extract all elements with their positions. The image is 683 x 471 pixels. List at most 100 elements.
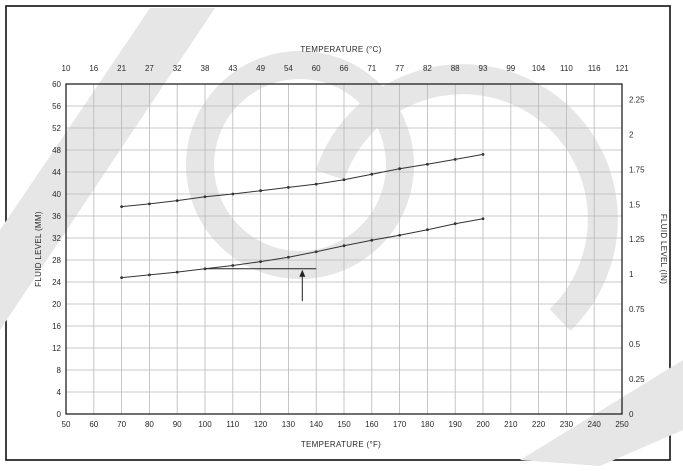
y-tick-label-left: 60 [52,80,61,89]
series-2-point [175,270,179,274]
x-tick-label-bottom: 220 [532,420,546,429]
x-tick-label-bottom: 70 [117,420,126,429]
x-tick-label-top: 66 [340,64,349,73]
x-tick-label-bottom: 160 [365,420,379,429]
y-tick-label-left: 4 [57,388,62,397]
series-2-point [287,255,290,259]
x-tick-label-bottom: 90 [173,420,182,429]
x-tick-label-bottom: 150 [337,420,351,429]
series-layer [120,153,485,279]
y-tick-label-right: 0.25 [629,375,645,384]
x-tick-label-top: 82 [423,64,432,73]
y-tick-label-right: 1 [629,270,634,279]
series-1-point [231,192,235,196]
x-tick-label-top: 116 [588,64,601,73]
y-tick-label-left: 40 [52,190,61,199]
series-line-2 [121,218,484,279]
x-tick-label-top: 77 [395,64,404,73]
x-tick-label-top: 104 [532,64,546,73]
series-1-point [314,182,318,186]
series-1-point [259,189,262,193]
y-tick-label-left: 56 [52,102,61,111]
series-1-point [481,153,485,156]
series-2-point [426,228,429,232]
x-tick-label-bottom: 250 [615,420,629,429]
annotation-arrow-head [299,269,306,277]
x-tick-label-bottom: 180 [421,420,435,429]
x-tick-label-top: 21 [117,64,126,73]
series-2-point [231,264,235,267]
y-tick-label-left: 8 [57,366,62,375]
x-tick-label-top: 49 [256,64,265,73]
plot-area-border [65,83,623,415]
y-tick-label-left: 12 [52,344,61,353]
x-tick-label-bottom: 80 [145,420,154,429]
y-axis-title-left: FLUID LEVEL (MM) [34,211,43,287]
x-tick-label-top: 10 [62,64,71,73]
y-tick-label-left: 16 [52,322,61,331]
series-1-point [175,199,179,203]
series-1-point [120,205,123,209]
x-tick-label-bottom: 200 [476,420,490,429]
x-tick-label-bottom: 190 [449,420,463,429]
y-tick-label-left: 20 [52,300,61,309]
x-tick-label-bottom: 130 [282,420,296,429]
series-1-point [398,167,401,171]
series-2-point [370,238,374,242]
tick-labels: 50 60 70 80 90 100 110 120 130 140 150 160 170 180 190… [52,64,645,429]
x-tick-label-top: 54 [284,64,293,73]
x-axis-title-top: TEMPERATURE (°C) [300,45,381,54]
watermark-ring [186,51,414,279]
series-1-point [287,186,290,189]
x-tick-label-bottom: 170 [393,420,407,429]
x-tick-label-bottom: 50 [62,420,71,429]
series-2-point [453,222,457,226]
grid [65,83,623,415]
series-2-point [481,217,485,221]
watermark-logo [0,8,683,466]
series-1-point [203,195,207,199]
series-1-point [426,162,429,166]
x-tick-label-bottom: 140 [310,420,324,429]
y-tick-label-right: 1.5 [629,200,641,209]
x-tick-label-top: 110 [560,64,573,73]
series-1-point [342,178,346,182]
y-tick-label-left: 0 [57,410,62,419]
x-tick-label-bottom: 230 [560,420,574,429]
watermark-stripe [0,8,215,330]
y-tick-label-right: 1.25 [629,235,645,244]
series-2-point [259,260,262,264]
series-1-point [453,157,457,161]
y-tick-label-right: 2.25 [629,95,645,104]
x-tick-label-top: 121 [615,64,629,73]
y-tick-label-left: 32 [52,234,61,243]
series-line-1 [121,153,484,208]
watermark-arc [315,64,618,331]
y-tick-label-left: 36 [52,212,61,221]
x-tick-label-top: 60 [312,64,321,73]
x-tick-label-top: 93 [479,64,488,73]
x-tick-label-bottom: 210 [504,420,518,429]
x-axis-title-bottom: TEMPERATURE (°F) [301,440,381,449]
watermark-corner [520,360,683,466]
series-1-point [370,172,374,176]
series-2-point [120,276,123,279]
series-2-point [148,273,151,277]
x-tick-label-bottom: 60 [89,420,98,429]
y-tick-label-left: 48 [52,146,61,155]
y-tick-label-right: 0.75 [629,305,645,314]
series-2-point [342,244,346,248]
plot-border [65,83,623,415]
series-1-point [148,202,151,206]
y-tick-label-left: 28 [52,256,61,265]
y-tick-label-left: 52 [52,124,61,133]
y-tick-label-right: 0.5 [629,340,641,349]
x-tick-label-bottom: 100 [198,420,212,429]
x-tick-label-top: 99 [506,64,515,73]
annotation-arrow [205,268,317,302]
series-2-point [203,267,207,271]
x-tick-label-top: 71 [367,64,376,73]
y-axis-title-right: FLUID LEVEL (IN) [659,214,668,284]
